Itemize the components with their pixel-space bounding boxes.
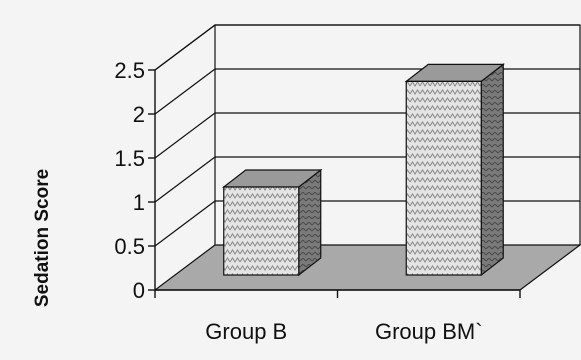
bar bbox=[405, 80, 482, 276]
bar-side bbox=[298, 168, 322, 277]
y-axis-title: Sedation Score bbox=[32, 169, 53, 307]
y-tick-label: 0 bbox=[133, 278, 145, 303]
chart-floor bbox=[153, 244, 581, 291]
gridline-side bbox=[154, 24, 216, 71]
y-tick-label: 1.5 bbox=[114, 146, 145, 171]
x-category-label: Group BM` bbox=[375, 319, 483, 344]
y-tick-label: 0.5 bbox=[114, 234, 145, 259]
y-tick-label: 2 bbox=[133, 102, 145, 127]
x-category-label: Group B bbox=[205, 319, 287, 344]
bar-side bbox=[480, 63, 504, 277]
gridline-side bbox=[154, 200, 216, 247]
bar bbox=[223, 186, 300, 276]
y-tick-label: 2.5 bbox=[114, 58, 145, 83]
gridline-side bbox=[154, 112, 216, 159]
gridline-side bbox=[154, 68, 216, 115]
gridline-side bbox=[154, 156, 216, 203]
y-tick-label: 1 bbox=[133, 190, 145, 215]
